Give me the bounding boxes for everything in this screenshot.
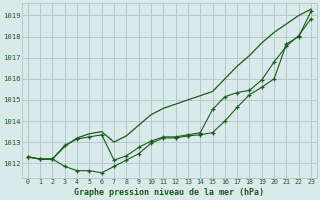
X-axis label: Graphe pression niveau de la mer (hPa): Graphe pression niveau de la mer (hPa) bbox=[75, 188, 264, 197]
